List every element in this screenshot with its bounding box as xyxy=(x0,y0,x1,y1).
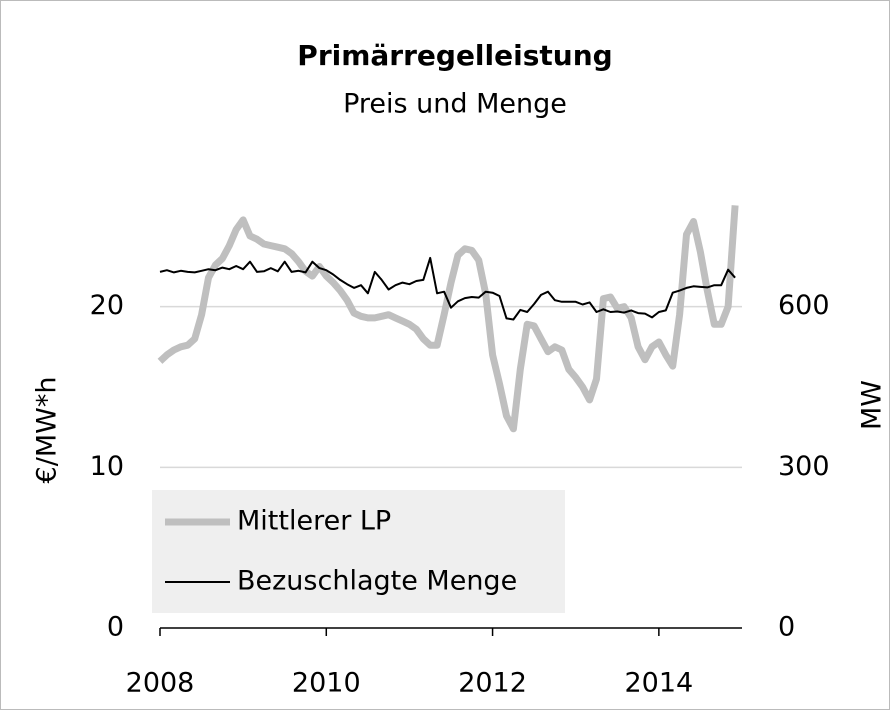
y2-axis-label: MW xyxy=(857,380,888,430)
y2-tick-label: 0 xyxy=(778,612,795,643)
x-tick-label: 2014 xyxy=(624,668,693,699)
y2-tick-label: 600 xyxy=(778,290,830,321)
x-tick-label: 2012 xyxy=(458,668,527,699)
legend-label: Mittlerer LP xyxy=(237,506,391,537)
x-tick-label: 2010 xyxy=(292,668,361,699)
y-tick-label: 20 xyxy=(90,290,124,321)
legend-label: Bezuschlagte Menge xyxy=(237,566,517,597)
y-axis-label: €/MW*h xyxy=(32,377,63,484)
legend-box xyxy=(152,490,565,613)
chart-subtitle: Preis und Menge xyxy=(343,89,567,120)
y-tick-label: 10 xyxy=(90,451,124,482)
y2-tick-label: 300 xyxy=(778,451,830,482)
series-line xyxy=(159,256,736,321)
y-tick-label: 0 xyxy=(107,612,124,643)
chart-title: Primärregelleistung xyxy=(297,39,612,72)
x-tick-label: 2008 xyxy=(126,668,195,699)
